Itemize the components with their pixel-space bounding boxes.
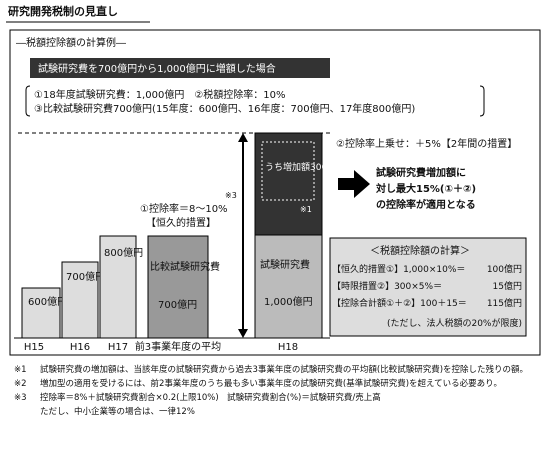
banner: 試験研究費を700億円から1,000億円に増額した場合 bbox=[38, 62, 276, 75]
increase-note: ※1 bbox=[300, 205, 312, 214]
footnote-mark: ※3 bbox=[14, 393, 27, 403]
bar-label: 試験研究費 bbox=[260, 258, 310, 271]
calc-row: 【時限措置②】300×5%＝ bbox=[332, 280, 442, 292]
calc-title: ＜税額控除額の計算＞ bbox=[370, 244, 470, 257]
bar bbox=[254, 234, 323, 339]
bar bbox=[21, 287, 61, 339]
calc-row: 【控除合計額①＋②】100＋15＝ bbox=[332, 297, 467, 309]
x-label: H17 bbox=[108, 342, 128, 353]
increase-label: うち増加額300億円 bbox=[265, 161, 345, 173]
footnotes: ※1 試験研究費の増加額は、当該年度の試験研究費から過去3事業年度の試験研究費の平… bbox=[14, 364, 528, 417]
condition: ①18年度試験研究費：1,000億円 ②税額控除率：10% bbox=[34, 88, 286, 101]
ref: ※3 bbox=[225, 191, 237, 200]
rate1: ①控除率＝8～10% bbox=[140, 202, 228, 215]
bar-label: 800億円 bbox=[104, 246, 143, 259]
bar-label: 600億円 bbox=[28, 295, 67, 308]
banner-box bbox=[30, 58, 330, 78]
footnote-text: 控除率＝8%＋試験研究費割合×0.2(上限10%) 試験研究費割合(%)＝試験研… bbox=[40, 392, 381, 403]
calc-box bbox=[329, 237, 527, 337]
bar-label: 比較試験研究費 bbox=[150, 260, 220, 273]
calc-value: 115億円 bbox=[487, 297, 522, 309]
condition: ③比較試験研究費700億円(15年度：600億円、16年度：700億円、17年度… bbox=[34, 102, 415, 115]
rate1-tag: 【恒久的措置】 bbox=[146, 216, 216, 229]
bar bbox=[147, 235, 209, 339]
x-label: H15 bbox=[24, 342, 44, 353]
x-label: H16 bbox=[70, 342, 90, 353]
rate2: ②控除率上乗せ：＋5%【2年間の措置】 bbox=[336, 137, 517, 150]
bar-sub: 700億円 bbox=[158, 298, 197, 311]
calc-row: 【恒久的措置①】1,000×10%＝ bbox=[332, 263, 465, 275]
footnote-mark: ※1 bbox=[14, 365, 27, 375]
result: 試験研究費増加額に bbox=[376, 166, 466, 179]
footnote-text: 試験研究費の増加額は、当該年度の試験研究費から過去3事業年度の試験研究費の平均額… bbox=[40, 364, 528, 375]
bracket bbox=[25, 85, 485, 117]
result: 対し最大15%(①＋②) bbox=[375, 182, 476, 195]
footnote-text: ただし、中小企業等の場合は、一律12% bbox=[40, 406, 195, 417]
footnote-text: 増加型の適用を受けるには、前2事業年度のうち最も多い事業年度の試験研究費(基準試… bbox=[40, 378, 502, 389]
result: の控除率が適用となる bbox=[376, 198, 476, 211]
result-arrow bbox=[338, 170, 370, 198]
bar bbox=[61, 261, 99, 339]
main-frame bbox=[9, 29, 541, 356]
page-title: 研究開発税制の見直し bbox=[8, 4, 118, 18]
bar-label: 700億円 bbox=[66, 270, 105, 283]
bar-sub: 1,000億円 bbox=[264, 295, 313, 308]
footnote-mark: ※2 bbox=[14, 379, 27, 389]
x-label: 前3事業年度の平均 bbox=[135, 340, 221, 353]
bar bbox=[99, 235, 137, 339]
increase-box bbox=[261, 141, 315, 201]
x-label: H18 bbox=[278, 342, 298, 353]
calc-value: 100億円 bbox=[487, 263, 522, 275]
subtitle: ―税額控除額の計算例― bbox=[16, 36, 126, 49]
bar-increase bbox=[254, 132, 323, 236]
calc-note: (ただし、法人税額の20%が限度) bbox=[387, 317, 522, 329]
calc-value: 15億円 bbox=[493, 280, 522, 292]
